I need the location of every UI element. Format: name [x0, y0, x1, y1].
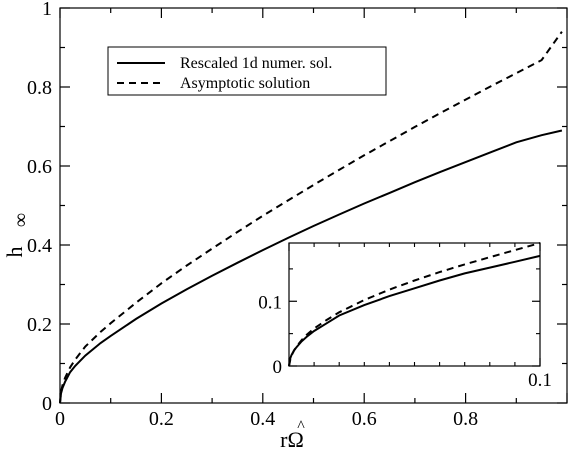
legend-label-1: Rescaled 1d numer. sol.	[180, 55, 332, 72]
inset-x-tick-label: 0.1	[528, 370, 552, 391]
y-axis-label-subscript: ∞	[10, 213, 32, 227]
inset-y-tick-label: 0.1	[258, 292, 282, 313]
y-tick-label: 0.4	[27, 235, 52, 257]
legend: Rescaled 1d numer. sol. Asymptotic soluti…	[107, 46, 387, 96]
x-tick-label: 0.4	[250, 408, 275, 430]
inset-plot: 0.1 0 0.1	[258, 242, 552, 391]
x-tick-label: 0.8	[453, 408, 478, 430]
series-line-2	[59, 31, 563, 404]
inset-frame	[288, 242, 541, 367]
x-tick-label: 0	[55, 408, 65, 430]
inset-series-line-2	[288, 242, 541, 367]
x-axis-label-accent: ^	[297, 418, 305, 435]
x-axis-label-base: r	[280, 427, 288, 452]
main-plot: 0 0.2 0.4 0.6 0.8 0 0.2 0.4 0.6 0.8 1 rΩ^ h ∞	[2, 0, 568, 452]
legend-label-2: Asymptotic solution	[180, 75, 310, 92]
inset-y-tick-label: 0	[273, 357, 283, 378]
x-tick-label: 0.6	[352, 408, 377, 430]
y-tick-label: 0.8	[27, 77, 52, 99]
y-tick-label: 0.6	[27, 156, 52, 178]
y-tick-label: 1	[42, 0, 52, 20]
y-tick-label: 0	[42, 393, 52, 415]
y-tick-label: 0.2	[27, 314, 52, 336]
y-axis-label: h	[2, 247, 27, 258]
legend-box	[107, 46, 387, 96]
x-tick-label: 0.2	[149, 408, 174, 430]
x-axis-label: rΩ	[280, 427, 304, 452]
x-axis-label-symbol: Ω	[287, 427, 303, 452]
series-line-1	[59, 129, 563, 404]
